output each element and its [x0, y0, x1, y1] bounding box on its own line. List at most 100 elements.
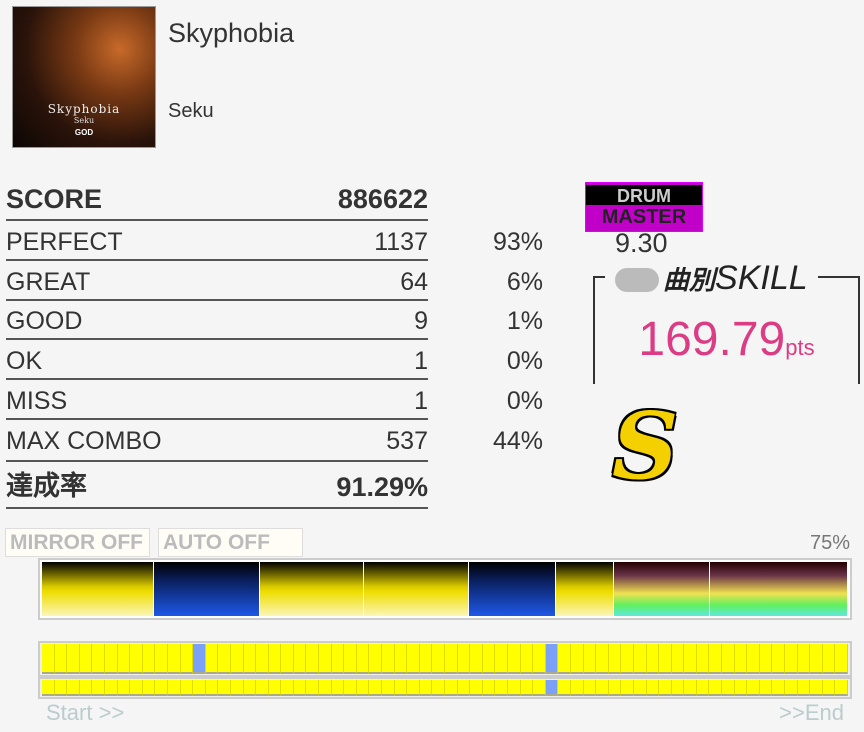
gauge-segment-blue — [154, 562, 260, 616]
timeline-cell — [684, 680, 697, 696]
skill-unit: pts — [785, 335, 815, 360]
timeline-cell — [42, 644, 55, 674]
timeline-cell — [117, 644, 131, 674]
timeline-cell — [570, 680, 584, 696]
result-row: GOOD 9 1% — [6, 301, 543, 341]
gauge-segment-yellow — [556, 562, 615, 616]
timeline-cell — [42, 680, 55, 696]
skill-points: 169.79pts — [593, 312, 860, 367]
timeline-cell — [608, 680, 622, 696]
timeline-cell — [772, 644, 786, 674]
score-row: SCORE 886622 — [6, 180, 428, 221]
timeline-cell — [79, 644, 93, 674]
timeline-cell — [457, 680, 471, 696]
timeline-cell — [621, 680, 634, 696]
timeline-cell — [785, 644, 798, 674]
timeline-cell — [583, 680, 597, 696]
timeline-cell — [180, 680, 194, 696]
timeline-cell — [558, 680, 571, 696]
timeline-cell — [633, 680, 647, 696]
timeline-cell — [369, 680, 383, 696]
timeline-cell — [117, 680, 131, 696]
result-row: PERFECT 1137 93% — [6, 222, 543, 261]
timeline-cell — [205, 644, 219, 674]
timeline-cell — [394, 680, 408, 696]
timeline-cell — [230, 644, 244, 674]
timeline-cell — [382, 644, 395, 674]
mirror-option: MIRROR OFF — [5, 528, 150, 557]
timeline-cell — [659, 644, 672, 674]
timeline-cell — [92, 644, 105, 674]
row-value: 537 — [386, 426, 428, 455]
score-label: SCORE — [6, 184, 103, 214]
timeline-cell — [785, 680, 798, 696]
row-value: 1 — [414, 347, 428, 376]
timeline-cell — [722, 680, 735, 696]
timeline-cell — [797, 644, 811, 674]
timeline-cell — [507, 644, 521, 674]
timeline-cell — [243, 680, 257, 696]
timeline-cell — [810, 680, 823, 696]
timeline-cell — [142, 680, 156, 696]
timeline-cell — [382, 680, 395, 696]
song-title: Skyphobia — [168, 18, 295, 48]
gauge-segment-blue — [468, 562, 557, 616]
timeline-cell — [482, 644, 496, 674]
instrument-label: DRUM — [586, 185, 702, 206]
timeline-cell — [608, 644, 622, 674]
result-row: MAX COMBO 537 44% — [6, 421, 543, 462]
skill-title: 曲別SKILL — [605, 258, 818, 298]
timeline-cell — [356, 644, 370, 674]
timeline-cell — [822, 644, 836, 674]
timeline-cell — [671, 680, 685, 696]
timeline-cell — [772, 680, 786, 696]
gauge-segment-yellow — [259, 562, 365, 616]
gauge-segment-yellow — [364, 562, 469, 616]
timeline-cell — [419, 644, 433, 674]
timeline-cell — [394, 644, 408, 674]
timeline-cell — [407, 680, 420, 696]
timeline-cell — [54, 644, 68, 674]
timeline-cell — [596, 680, 609, 696]
result-row: MISS 1 0% — [6, 380, 543, 420]
timeline-cell — [67, 644, 80, 674]
skill-logo-icon — [615, 268, 659, 293]
timeline-cell — [520, 644, 534, 674]
timeline-cell — [495, 644, 508, 674]
art-label: GOD — [74, 128, 94, 137]
timeline-cell — [659, 680, 672, 696]
timeline-cell — [646, 644, 660, 674]
art-artist: Seku — [73, 116, 95, 125]
gauge-segment-yellow — [42, 562, 155, 616]
result-row: GREAT 64 6% — [6, 261, 543, 301]
timeline-cell — [193, 680, 206, 696]
row-percent: 44% — [492, 426, 543, 455]
timeline-cell — [482, 680, 496, 696]
timeline-cell — [722, 644, 735, 674]
gauge-bar — [38, 558, 852, 620]
timeline-cell — [747, 644, 760, 674]
row-percent: 6% — [506, 267, 543, 296]
difficulty-badge: DRUM MASTER — [585, 182, 703, 232]
art-title: Skyphobia — [47, 102, 121, 116]
timeline-cell — [331, 644, 345, 674]
timeline-cell — [268, 680, 282, 696]
gauge-percent: 75% — [809, 532, 850, 554]
timeline-cell — [344, 680, 357, 696]
timeline-cell — [570, 644, 584, 674]
row-percent: 0% — [506, 386, 543, 415]
timeline-cell — [155, 644, 168, 674]
timeline-cell — [696, 644, 710, 674]
row-value: 1 — [414, 386, 428, 415]
timeline-cell — [104, 680, 118, 696]
timeline-cell — [331, 680, 345, 696]
timeline-cell — [281, 680, 294, 696]
timeline-cell-miss — [193, 644, 206, 674]
end-label: >>End — [779, 700, 844, 725]
timeline-cell — [445, 644, 458, 674]
timeline-cell — [92, 680, 105, 696]
timeline-cell — [709, 644, 723, 674]
timeline-cell — [822, 680, 836, 696]
timeline-cell — [67, 680, 80, 696]
row-percent: 93% — [492, 228, 543, 256]
